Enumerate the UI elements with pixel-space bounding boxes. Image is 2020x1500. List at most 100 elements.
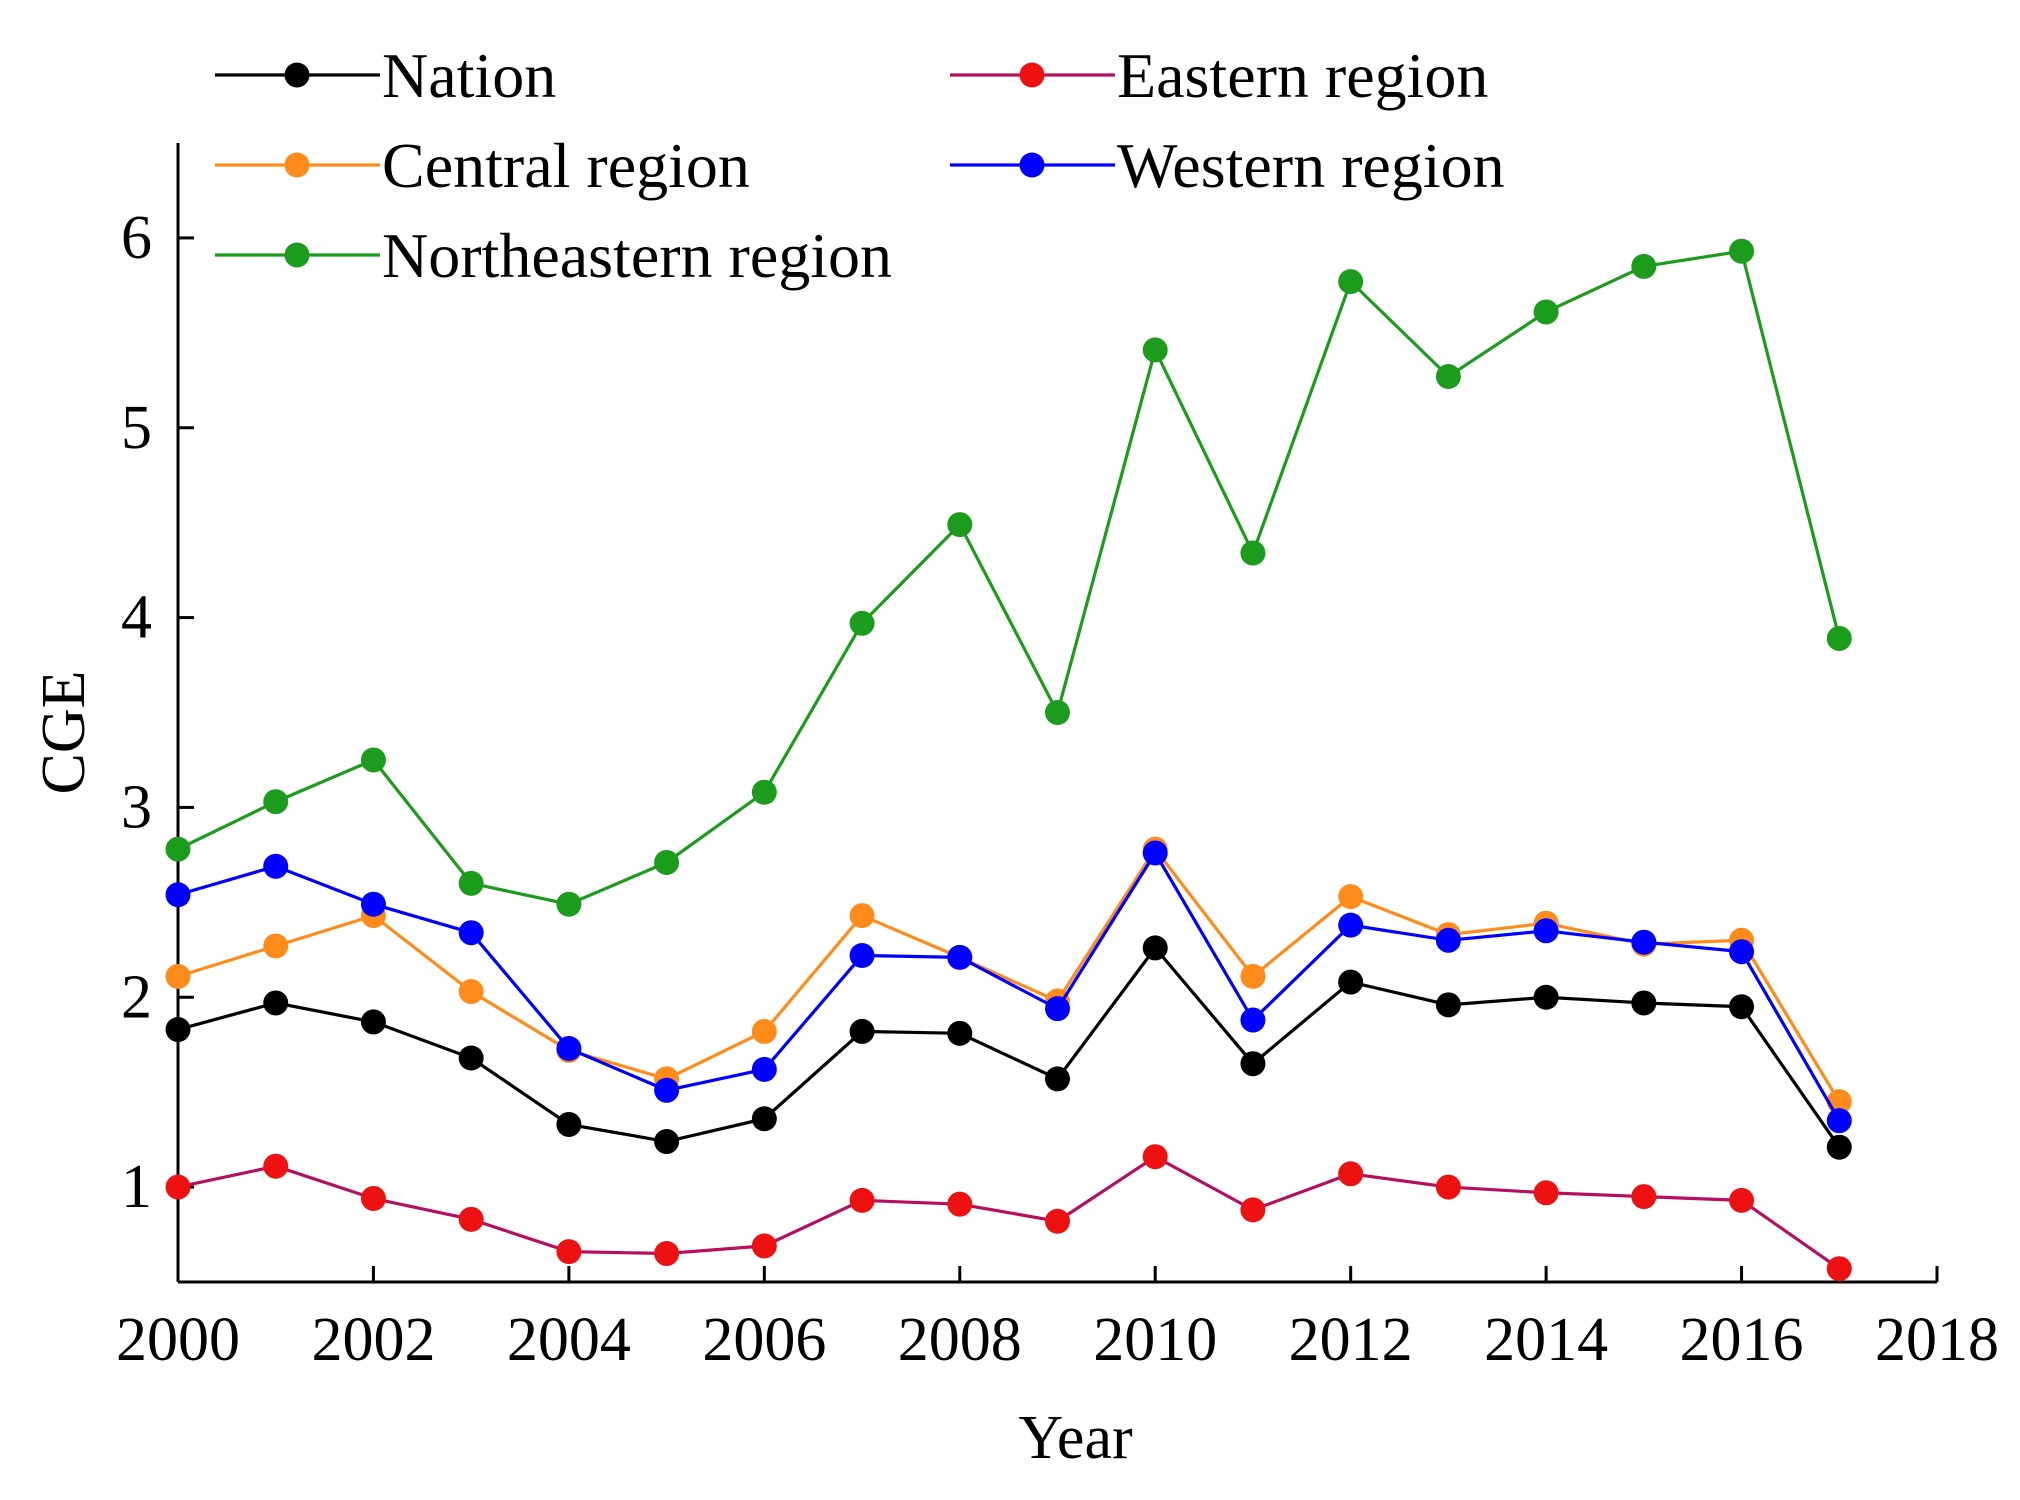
series-eastern-region [165, 1144, 1852, 1282]
x-tick-label: 2010 [1093, 1306, 1217, 1374]
data-point-western-region [1631, 929, 1657, 955]
data-point-eastern-region [458, 1206, 484, 1232]
x-tick-label: 2014 [1484, 1306, 1608, 1374]
data-point-western-region [263, 853, 289, 879]
data-point-northeastern-region [1045, 700, 1070, 725]
legend-marker-eastern-region [1019, 62, 1045, 88]
data-point-western-region [556, 1036, 582, 1062]
data-point-eastern-region [1631, 1184, 1657, 1210]
x-tick-label: 2018 [1875, 1306, 1999, 1374]
data-point-western-region [1826, 1108, 1852, 1134]
data-point-western-region [1435, 927, 1461, 953]
data-point-central-region [751, 1018, 777, 1044]
data-point-central-region [849, 903, 875, 929]
data-point-eastern-region [654, 1241, 680, 1267]
data-point-western-region [1142, 840, 1168, 866]
data-point-central-region [165, 963, 191, 989]
data-point-northeastern-region [751, 779, 777, 805]
data-point-eastern-region [360, 1185, 386, 1211]
data-point-eastern-region [947, 1191, 973, 1217]
data-point-nation [947, 1020, 973, 1046]
legend-label-eastern-region: Eastern region [1117, 40, 1488, 111]
data-point-western-region [360, 891, 386, 917]
data-point-western-region [165, 882, 191, 908]
data-point-nation [751, 1106, 777, 1132]
series-line-eastern-region [177, 1154, 1841, 1271]
series-layer [165, 238, 1852, 1282]
data-point-northeastern-region [1631, 253, 1657, 279]
data-point-eastern-region [165, 1174, 191, 1200]
data-point-eastern-region [1729, 1187, 1755, 1213]
data-point-eastern-region [751, 1233, 777, 1259]
series-line-central-region [177, 846, 1841, 1103]
data-point-northeastern-region [1533, 299, 1559, 325]
data-point-nation [849, 1018, 875, 1044]
data-point-western-region [1338, 912, 1364, 938]
legend-item-western-region: Western region [950, 130, 1505, 201]
data-point-northeastern-region [1729, 238, 1755, 264]
data-point-eastern-region [849, 1187, 875, 1213]
y-tick-label: 6 [121, 204, 152, 272]
legend-item-nation: Nation [215, 40, 556, 111]
y-tick-label: 2 [121, 963, 152, 1031]
y-axis-label: CGE [30, 671, 98, 795]
series-line-nation [177, 945, 1841, 1149]
data-point-eastern-region [1826, 1256, 1852, 1282]
data-point-central-region [1240, 963, 1266, 989]
data-point-nation [654, 1129, 680, 1155]
data-point-nation [1826, 1134, 1852, 1160]
data-point-nation [1338, 969, 1364, 995]
data-point-northeastern-region [1142, 337, 1168, 363]
data-point-central-region [458, 979, 484, 1005]
legend-item-northeastern-region: Northeastern region [215, 220, 892, 291]
data-point-eastern-region [263, 1153, 289, 1179]
legend-marker-western-region [1019, 152, 1045, 178]
axes-layer: 2000 2002 2004 2006 2008 2010 2012 2014 2016 2018… [116, 143, 1999, 1374]
data-point-western-region [1045, 996, 1070, 1022]
data-point-nation [1240, 1051, 1266, 1077]
legend-marker-northeastern-region [284, 242, 310, 268]
x-tick-label: 2012 [1289, 1306, 1413, 1374]
legend-layer: Nation Eastern region Central region Wester… [215, 40, 1505, 291]
legend-marker-nation [284, 62, 310, 88]
x-tick-label: 2008 [898, 1306, 1022, 1374]
series-line-western-region [177, 849, 1841, 1122]
data-point-northeastern-region [654, 849, 680, 875]
data-point-northeastern-region [458, 870, 484, 896]
data-point-northeastern-region [263, 789, 289, 815]
data-point-nation [165, 1017, 191, 1043]
y-tick-label: 3 [121, 773, 152, 841]
series-central-region [165, 836, 1852, 1115]
data-point-central-region [1338, 884, 1364, 910]
data-point-western-region [849, 942, 875, 968]
data-point-western-region [654, 1077, 680, 1103]
data-point-western-region [1729, 939, 1755, 965]
data-point-eastern-region [1435, 1174, 1461, 1200]
data-point-eastern-region [1240, 1197, 1266, 1223]
series-nation [165, 935, 1852, 1160]
data-point-eastern-region [1533, 1180, 1559, 1206]
data-point-nation [263, 990, 289, 1016]
legend-item-central-region: Central region [215, 130, 750, 201]
data-point-western-region [1533, 918, 1559, 944]
data-point-nation [458, 1045, 484, 1071]
data-point-northeastern-region [1240, 540, 1266, 566]
data-point-northeastern-region [1435, 363, 1461, 389]
x-tick-label: 2002 [311, 1306, 435, 1374]
data-point-nation [1142, 935, 1168, 961]
data-point-western-region [458, 920, 484, 946]
legend-marker-central-region [284, 152, 310, 178]
legend-label-central-region: Central region [382, 130, 750, 201]
data-point-central-region [263, 933, 289, 959]
data-point-eastern-region [1045, 1208, 1070, 1234]
data-point-western-region [1240, 1007, 1266, 1033]
series-western-region [165, 840, 1852, 1134]
legend-item-eastern-region: Eastern region [950, 40, 1488, 111]
series-northeastern-region [165, 238, 1852, 917]
legend-label-northeastern-region: Northeastern region [382, 220, 892, 291]
data-point-nation [1729, 994, 1755, 1020]
legend-label-western-region: Western region [1117, 130, 1505, 201]
x-tick-label: 2006 [702, 1306, 826, 1374]
y-tick-label: 1 [121, 1153, 152, 1221]
